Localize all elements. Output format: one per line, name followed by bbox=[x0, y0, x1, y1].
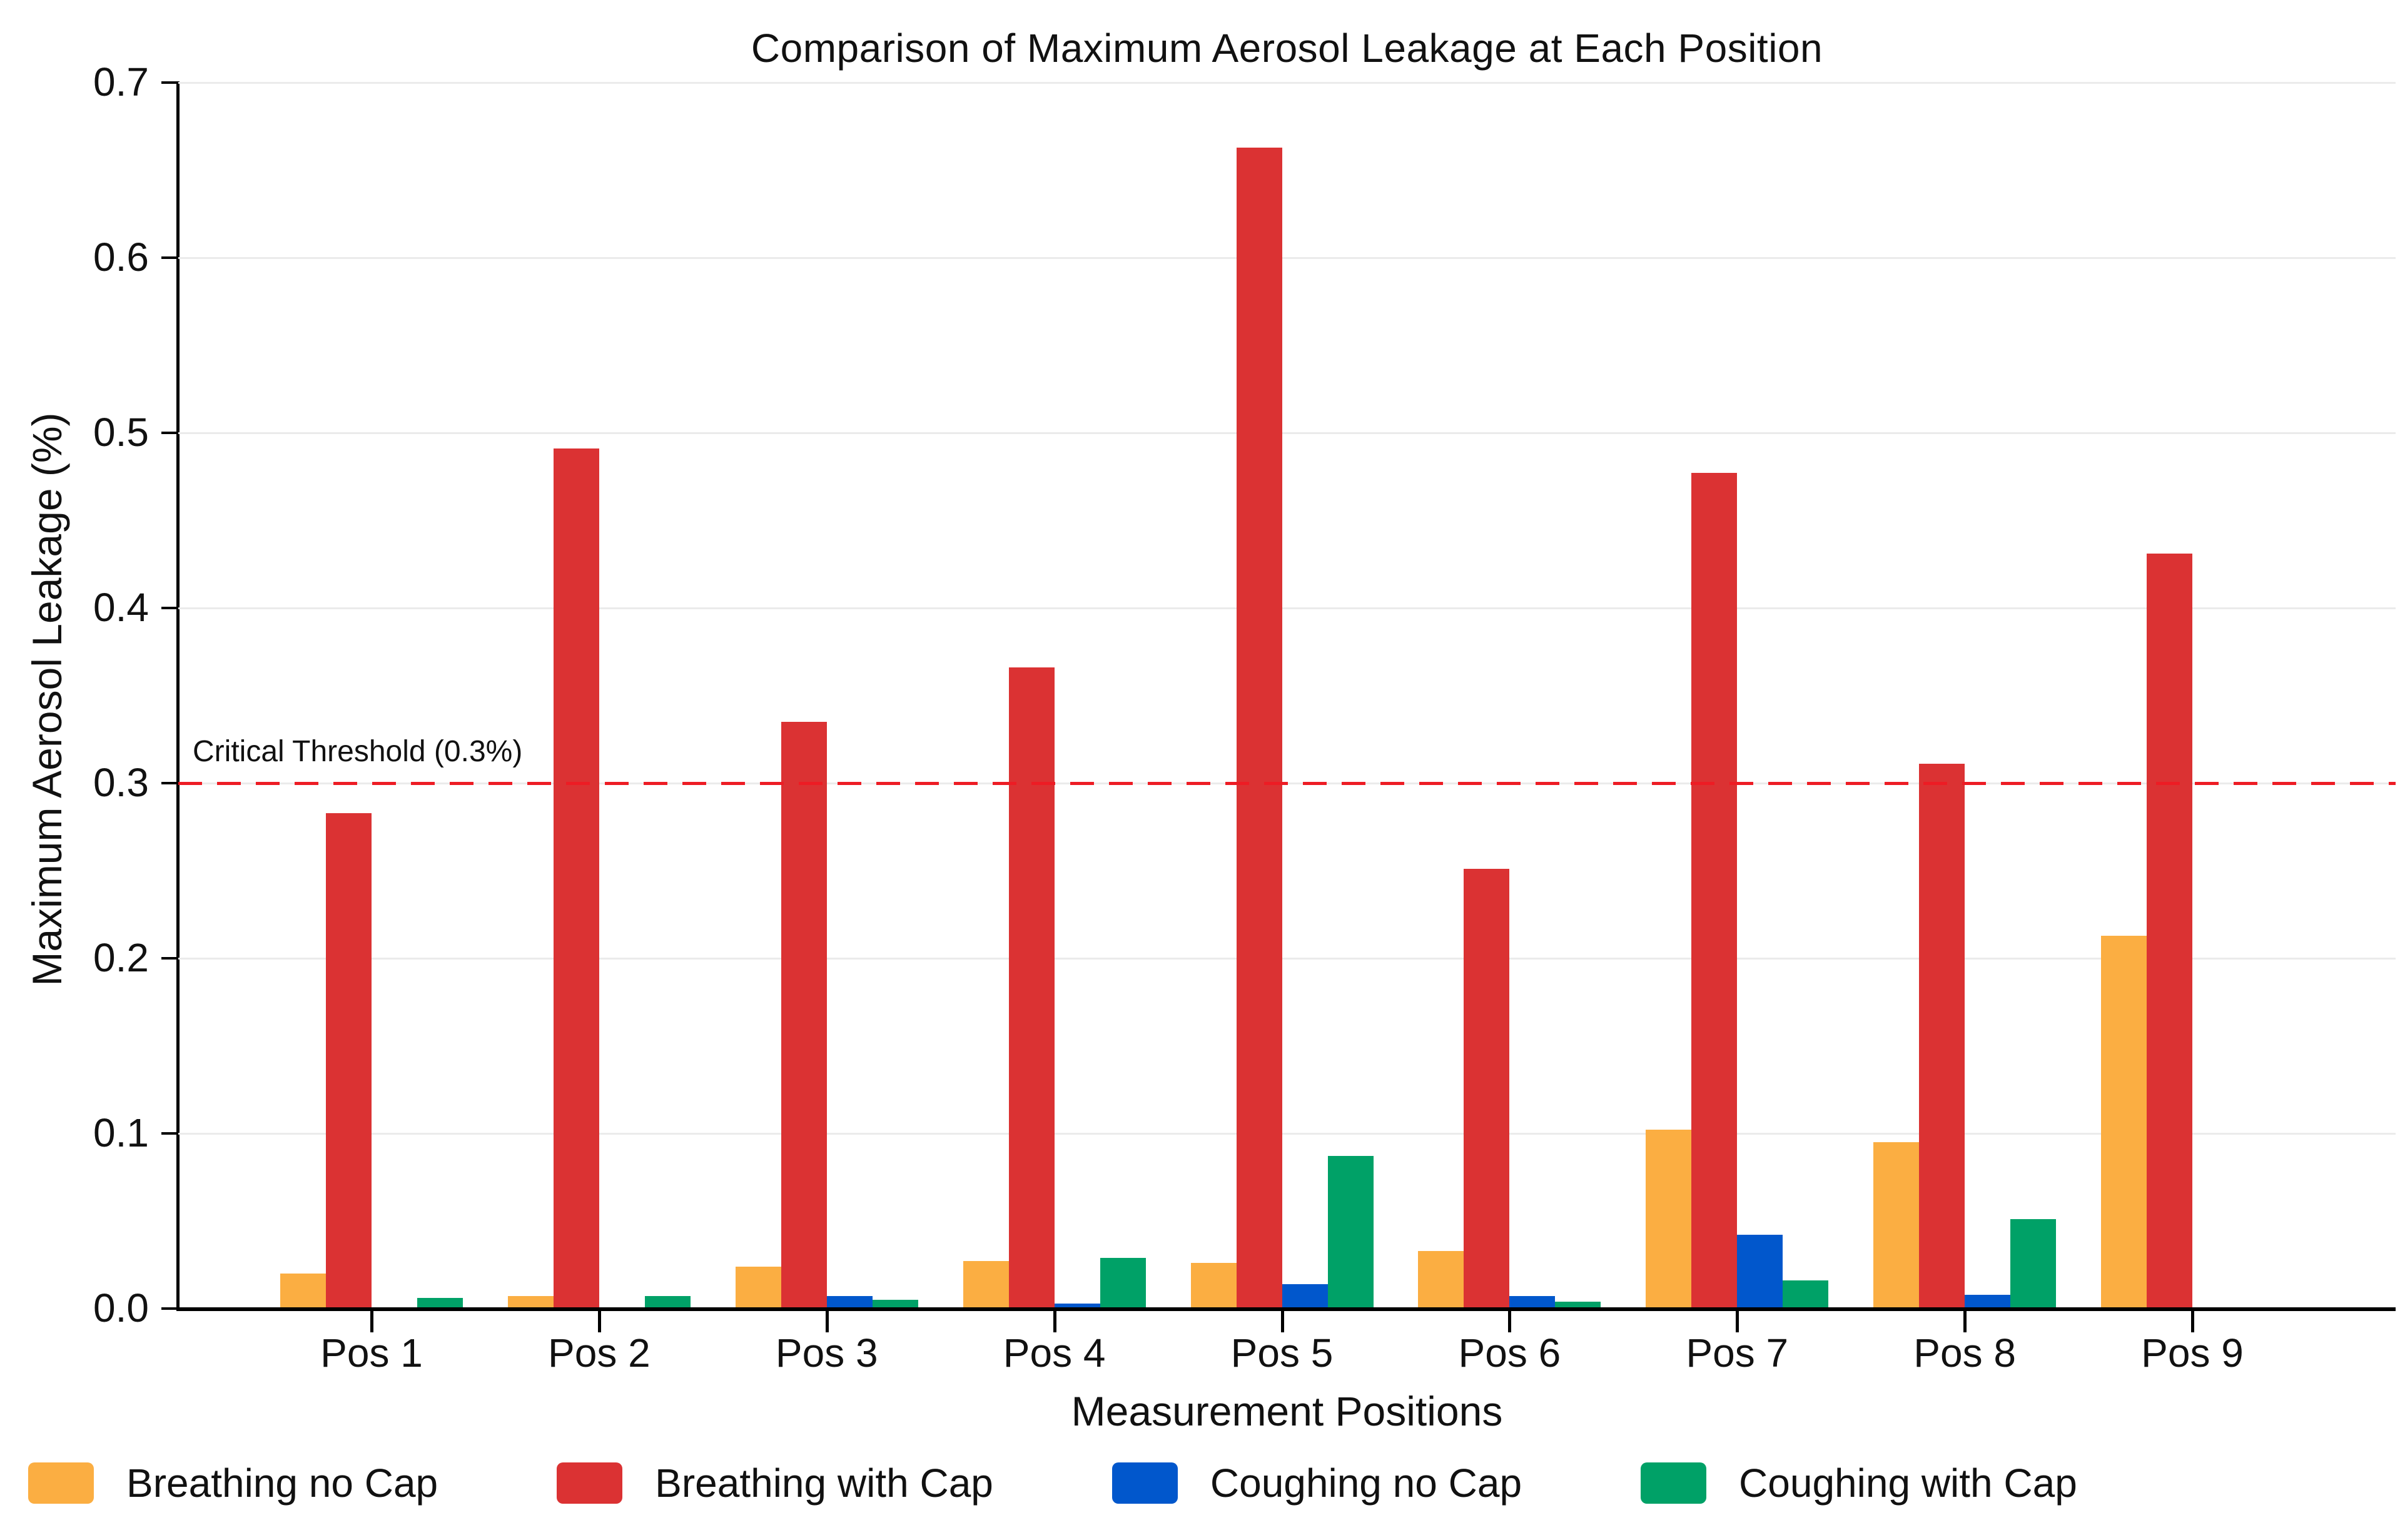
y-tick-mark bbox=[161, 256, 178, 259]
legend-label: Breathing no Cap bbox=[126, 1461, 438, 1506]
bar-coughing-no-cap-pos-4 bbox=[1055, 1304, 1100, 1309]
bar-breathing-with-cap-pos-6 bbox=[1464, 869, 1509, 1309]
x-tick-mark bbox=[1508, 1311, 1512, 1332]
legend-swatch bbox=[1111, 1462, 1178, 1504]
bar-coughing-no-cap-pos-5 bbox=[1282, 1284, 1328, 1309]
y-tick-label: 0.7 bbox=[93, 59, 149, 104]
bar-coughing-with-cap-pos-8 bbox=[2010, 1219, 2056, 1309]
y-tick-label: 0.4 bbox=[93, 585, 149, 630]
bar-coughing-with-cap-pos-7 bbox=[1783, 1280, 1828, 1309]
x-axis-title: Measurement Positions bbox=[1071, 1388, 1503, 1434]
gridline bbox=[178, 432, 2396, 434]
x-tick-label: Pos 2 bbox=[548, 1330, 651, 1375]
bar-breathing-no-cap-pos-9 bbox=[2101, 936, 2147, 1309]
y-tick-label: 0.3 bbox=[93, 760, 149, 805]
x-tick-mark bbox=[825, 1311, 829, 1332]
y-tick-mark bbox=[161, 1307, 178, 1310]
y-tick-label: 0.0 bbox=[93, 1285, 149, 1330]
legend-item-breathing-no-cap: Breathing no Cap bbox=[28, 1460, 438, 1506]
legend-label: Breathing with Cap bbox=[655, 1461, 993, 1506]
bar-breathing-with-cap-pos-5 bbox=[1237, 148, 1282, 1309]
bar-coughing-no-cap-pos-8 bbox=[1965, 1295, 2010, 1309]
legend-label: Coughing with Cap bbox=[1739, 1461, 2077, 1506]
y-tick-label: 0.2 bbox=[93, 935, 149, 980]
bar-breathing-no-cap-pos-2 bbox=[508, 1296, 554, 1309]
bar-breathing-with-cap-pos-4 bbox=[1009, 667, 1055, 1309]
legend-label: Coughing no Cap bbox=[1210, 1461, 1522, 1506]
critical-threshold-label: Critical Threshold (0.3%) bbox=[193, 735, 523, 768]
x-tick-mark bbox=[370, 1311, 373, 1332]
bar-coughing-with-cap-pos-2 bbox=[645, 1296, 691, 1309]
bar-breathing-no-cap-pos-5 bbox=[1191, 1263, 1237, 1309]
y-tick-mark bbox=[161, 432, 178, 434]
x-tick-mark bbox=[2191, 1311, 2194, 1332]
bar-breathing-with-cap-pos-9 bbox=[2147, 554, 2192, 1309]
bar-breathing-no-cap-pos-4 bbox=[963, 1261, 1009, 1309]
legend-item-coughing-no-cap: Coughing no Cap bbox=[1111, 1460, 1522, 1506]
x-tick-label: Pos 4 bbox=[1003, 1330, 1106, 1375]
x-tick-label: Pos 7 bbox=[1686, 1330, 1789, 1375]
y-tick-mark bbox=[161, 1132, 178, 1135]
bar-coughing-with-cap-pos-6 bbox=[1555, 1302, 1601, 1309]
x-tick-mark bbox=[1736, 1311, 1739, 1332]
bar-breathing-with-cap-pos-1 bbox=[326, 813, 372, 1309]
bar-breathing-no-cap-pos-3 bbox=[736, 1267, 781, 1309]
bar-coughing-with-cap-pos-5 bbox=[1328, 1156, 1374, 1309]
x-axis-line bbox=[176, 1307, 2396, 1311]
legend-swatch bbox=[557, 1462, 623, 1504]
bar-coughing-with-cap-pos-1 bbox=[417, 1298, 463, 1309]
y-tick-label: 0.1 bbox=[93, 1110, 149, 1155]
gridline bbox=[178, 958, 2396, 960]
gridline bbox=[178, 607, 2396, 609]
x-tick-label: Pos 5 bbox=[1230, 1330, 1334, 1375]
x-tick-label: Pos 3 bbox=[775, 1330, 878, 1375]
x-tick-mark bbox=[1280, 1311, 1284, 1332]
bar-breathing-with-cap-pos-8 bbox=[1919, 764, 1965, 1309]
bar-coughing-with-cap-pos-3 bbox=[873, 1300, 918, 1309]
x-tick-mark bbox=[1963, 1311, 1967, 1332]
x-tick-label: Pos 8 bbox=[1913, 1330, 2016, 1375]
legend-swatch bbox=[28, 1462, 94, 1504]
bar-breathing-with-cap-pos-3 bbox=[781, 722, 827, 1309]
bar-coughing-no-cap-pos-3 bbox=[827, 1296, 873, 1309]
y-axis-line bbox=[176, 81, 180, 1310]
y-tick-mark bbox=[161, 607, 178, 609]
y-tick-label: 0.5 bbox=[93, 410, 149, 455]
bar-breathing-with-cap-pos-2 bbox=[554, 448, 599, 1309]
y-tick-mark bbox=[161, 957, 178, 960]
y-tick-label: 0.6 bbox=[93, 235, 149, 280]
legend: Breathing no Cap Breathing with Cap Coughi… bbox=[28, 1449, 2077, 1517]
bar-coughing-no-cap-pos-6 bbox=[1509, 1296, 1555, 1309]
critical-threshold-line bbox=[178, 782, 2396, 785]
bar-breathing-no-cap-pos-6 bbox=[1418, 1251, 1464, 1309]
bar-coughing-no-cap-pos-7 bbox=[1737, 1235, 1783, 1309]
x-tick-label: Pos 6 bbox=[1458, 1330, 1561, 1375]
y-tick-mark bbox=[161, 782, 178, 784]
bar-breathing-no-cap-pos-7 bbox=[1646, 1130, 1691, 1309]
x-tick-mark bbox=[1053, 1311, 1056, 1332]
bar-coughing-with-cap-pos-4 bbox=[1100, 1258, 1146, 1309]
legend-item-breathing-with-cap: Breathing with Cap bbox=[557, 1460, 993, 1506]
bar-breathing-no-cap-pos-8 bbox=[1873, 1142, 1919, 1309]
bar-breathing-with-cap-pos-7 bbox=[1691, 473, 1737, 1309]
y-tick-mark bbox=[161, 81, 178, 84]
x-tick-label: Pos 1 bbox=[320, 1330, 423, 1375]
gridline bbox=[178, 82, 2396, 84]
chart-title: Comparison of Maximum Aerosol Leakage at… bbox=[751, 26, 1823, 71]
x-tick-mark bbox=[597, 1311, 601, 1332]
gridline bbox=[178, 1133, 2396, 1135]
bar-breathing-no-cap-pos-1 bbox=[280, 1274, 326, 1309]
x-tick-label: Pos 9 bbox=[2141, 1330, 2244, 1375]
legend-swatch bbox=[1641, 1462, 1707, 1504]
gridline bbox=[178, 257, 2396, 259]
legend-item-coughing-with-cap: Coughing with Cap bbox=[1641, 1460, 2077, 1506]
